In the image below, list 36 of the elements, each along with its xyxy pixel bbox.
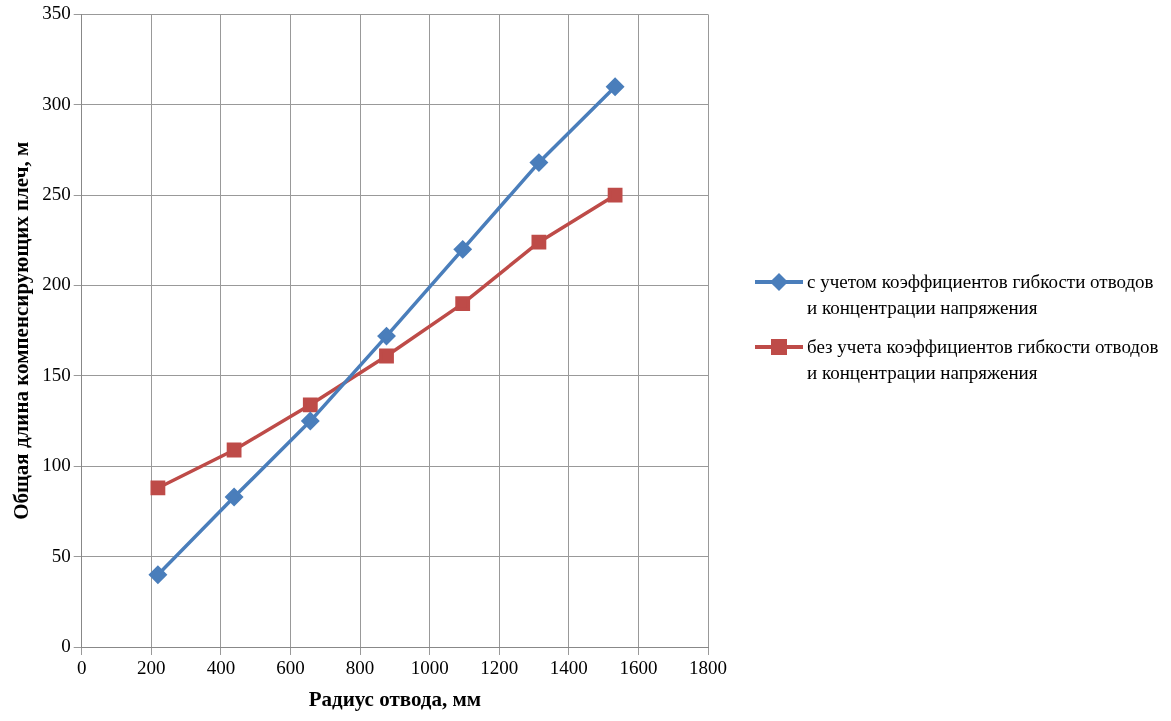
x-tick-label: 1800 bbox=[689, 657, 727, 679]
x-tick-label: 1400 bbox=[549, 657, 588, 679]
point bbox=[149, 565, 167, 584]
point bbox=[531, 234, 547, 250]
x-tick-label: 1000 bbox=[410, 657, 449, 679]
y-tick-label: 350 bbox=[42, 2, 71, 24]
point bbox=[302, 397, 318, 413]
x-tick-label: 0 bbox=[76, 657, 87, 679]
y-tick-label: 300 bbox=[42, 92, 71, 114]
point bbox=[150, 480, 166, 496]
point bbox=[455, 296, 471, 311]
x-tick-label: 600 bbox=[276, 657, 305, 679]
x-axis-title: Радиус отвода, мм bbox=[308, 686, 482, 711]
y-tick-label: 50 bbox=[51, 544, 71, 566]
y-axis-title: Общая длина компенсирующих плеч, м bbox=[9, 141, 34, 520]
point bbox=[453, 240, 472, 259]
point bbox=[301, 412, 320, 430]
y-tick-label: 250 bbox=[42, 183, 71, 205]
x-tick-label: 1600 bbox=[619, 657, 658, 679]
point bbox=[606, 77, 624, 96]
x-tick-label: 800 bbox=[345, 657, 375, 679]
x-tick-label: 1200 bbox=[480, 657, 519, 679]
point bbox=[225, 488, 243, 506]
y-tick-label: 150 bbox=[42, 363, 71, 385]
legend-label: с учетом коэффициентов гибкости отводов и концентрации напряжения bbox=[807, 270, 1155, 320]
y-tick-label: 100 bbox=[42, 454, 71, 476]
x-tick-label: 200 bbox=[137, 657, 166, 679]
point bbox=[530, 153, 548, 172]
x-tick-label: 400 bbox=[206, 657, 236, 679]
point bbox=[377, 327, 396, 345]
point bbox=[226, 442, 242, 458]
legend-label: без учета коэффициентов гибкости отводов и концентрации напряжения bbox=[807, 335, 1160, 385]
point bbox=[607, 187, 623, 203]
point bbox=[379, 348, 394, 364]
y-tick-label: 0 bbox=[61, 634, 71, 656]
y-tick-label: 200 bbox=[42, 273, 71, 295]
